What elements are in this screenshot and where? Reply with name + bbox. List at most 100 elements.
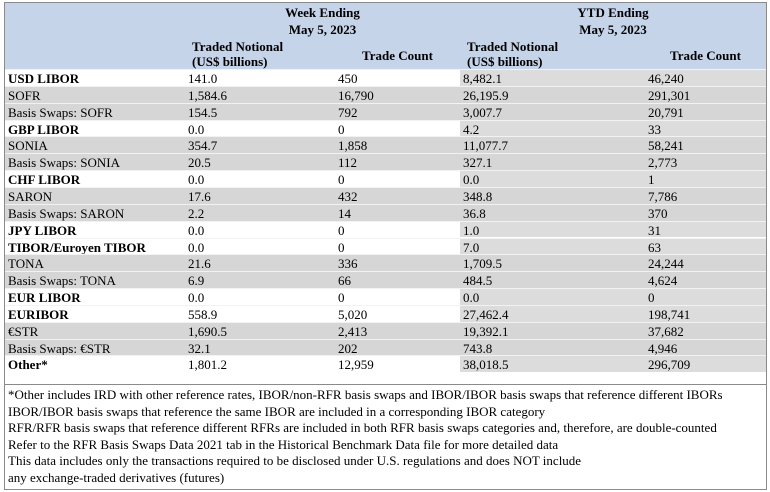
cell-value: 5,020 (335, 304, 460, 322)
cell-value: 32.1 (185, 338, 335, 356)
cell-value: 2,413 (335, 321, 460, 339)
cell-value: 432 (335, 186, 460, 204)
cell-value: 1 (645, 170, 766, 187)
row-label: TONA (5, 254, 185, 272)
cell-value: 1,858 (335, 136, 460, 154)
cell-value: 11,077.7 (460, 136, 645, 154)
cell-value: 36.8 (460, 203, 645, 221)
row-label: CHF LIBOR (5, 170, 185, 187)
cell-value: 3,007.7 (460, 102, 645, 120)
cell-value: 348.8 (460, 186, 645, 204)
cell-value: 12,959 (335, 355, 460, 373)
cell-value: 66 (335, 271, 460, 289)
group-header: YTD Ending (577, 5, 649, 20)
footnote: Refer to the RFR Basis Swaps Data 2021 t… (8, 436, 559, 452)
row-label: Basis Swaps: SONIA (5, 153, 185, 171)
cell-value: 154.5 (185, 102, 335, 120)
table: Week Ending May 5, 2023 YTD Ending May 5, 2… (4, 2, 767, 490)
column-header: Traded Notional (192, 39, 284, 54)
row-label: Basis Swaps: €STR (5, 338, 185, 356)
cell-value: 0 (645, 288, 766, 305)
cell-value: 354.7 (185, 136, 335, 154)
cell-value: 7.0 (460, 237, 645, 255)
cell-value: 20,791 (645, 102, 766, 120)
cell-value: 0 (335, 170, 460, 187)
cell-value: 792 (335, 102, 460, 120)
cell-value: 63 (645, 237, 766, 255)
cell-value: 1,584.6 (185, 85, 335, 103)
cell-value: 14 (335, 203, 460, 221)
cell-value: 8,482.1 (460, 69, 645, 86)
cell-value: 7,786 (645, 186, 766, 204)
cell-value: 16,790 (335, 85, 460, 103)
cell-value: 6.9 (185, 271, 335, 289)
cell-value: 370 (645, 203, 766, 221)
cell-value: 33 (645, 119, 766, 137)
row-label: Other* (5, 355, 185, 373)
cell-value: 31 (645, 220, 766, 238)
row-label: SARON (5, 186, 185, 204)
group-header: May 5, 2023 (288, 22, 357, 37)
cell-value: 17.6 (185, 186, 335, 204)
column-header: Trade Count (362, 48, 433, 63)
row-label: TIBOR/Euroyen TIBOR (5, 237, 185, 255)
column-header: Traded Notional (467, 39, 559, 54)
cell-value: 0.0 (185, 119, 335, 137)
cell-value: 202 (335, 338, 460, 356)
footnote: This data includes only the transactions… (8, 453, 582, 468)
cell-value: 37,682 (645, 321, 766, 339)
cell-value: 0.0 (185, 220, 335, 238)
cell-value: 484.5 (460, 271, 645, 289)
row-label: SOFR (5, 85, 185, 103)
cell-value: 24,244 (645, 254, 766, 272)
footnote: any exchange-traded derivatives (futures… (8, 469, 225, 485)
cell-value: 327.1 (460, 153, 645, 171)
cell-value: 296,709 (645, 355, 766, 373)
footnote: *Other includes IRD with other reference… (8, 387, 723, 402)
cell-value: 46,240 (645, 69, 766, 86)
row-label: Basis Swaps: SOFR (5, 102, 185, 120)
cell-value: 558.9 (185, 304, 335, 322)
row-label: Basis Swaps: SARON (5, 203, 185, 221)
cell-value: 1,709.5 (460, 254, 645, 272)
cell-value: 0.0 (185, 288, 335, 305)
divider (5, 384, 766, 385)
cell-value: 4,624 (645, 271, 766, 289)
row-label: SONIA (5, 136, 185, 154)
cell-value: 0.0 (460, 170, 645, 187)
cell-value: 27,462.4 (460, 304, 645, 322)
group-header: May 5, 2023 (579, 22, 647, 37)
cell-value: 0.0 (185, 170, 335, 187)
cell-value: 0 (335, 119, 460, 137)
row-label: €STR (5, 321, 185, 339)
cell-value: 1,690.5 (185, 321, 335, 339)
cell-value: 2.2 (185, 203, 335, 221)
row-label: Basis Swaps: TONA (5, 271, 185, 289)
cell-value: 1.0 (460, 220, 645, 238)
cell-value: 38,018.5 (460, 355, 645, 373)
cell-value: 0.0 (185, 237, 335, 255)
cell-value: 743.8 (460, 338, 645, 356)
cell-value: 20.5 (185, 153, 335, 171)
row-label: USD LIBOR (5, 69, 185, 86)
cell-value: 198,741 (645, 304, 766, 322)
cell-value: 0 (335, 288, 460, 305)
cell-value: 19,392.1 (460, 321, 645, 339)
row-label: EURIBOR (5, 304, 185, 322)
row-label: JPY LIBOR (5, 220, 185, 238)
footnote: IBOR/IBOR basis swaps that reference the… (8, 403, 546, 419)
cell-value: 21.6 (185, 254, 335, 272)
cell-value: 0 (335, 220, 460, 238)
column-header: (US$ billions) (192, 54, 268, 69)
cell-value: 141.0 (185, 69, 335, 86)
cell-value: 0.0 (460, 288, 645, 305)
cell-value: 291,301 (645, 85, 766, 103)
column-header: Trade Count (670, 48, 741, 63)
row-label: EUR LIBOR (5, 288, 185, 305)
cell-value: 4,946 (645, 338, 766, 356)
cell-value: 26,195.9 (460, 85, 645, 103)
group-header: Week Ending (285, 5, 360, 20)
cell-value: 1,801.2 (185, 355, 335, 373)
row-label: GBP LIBOR (5, 119, 185, 137)
